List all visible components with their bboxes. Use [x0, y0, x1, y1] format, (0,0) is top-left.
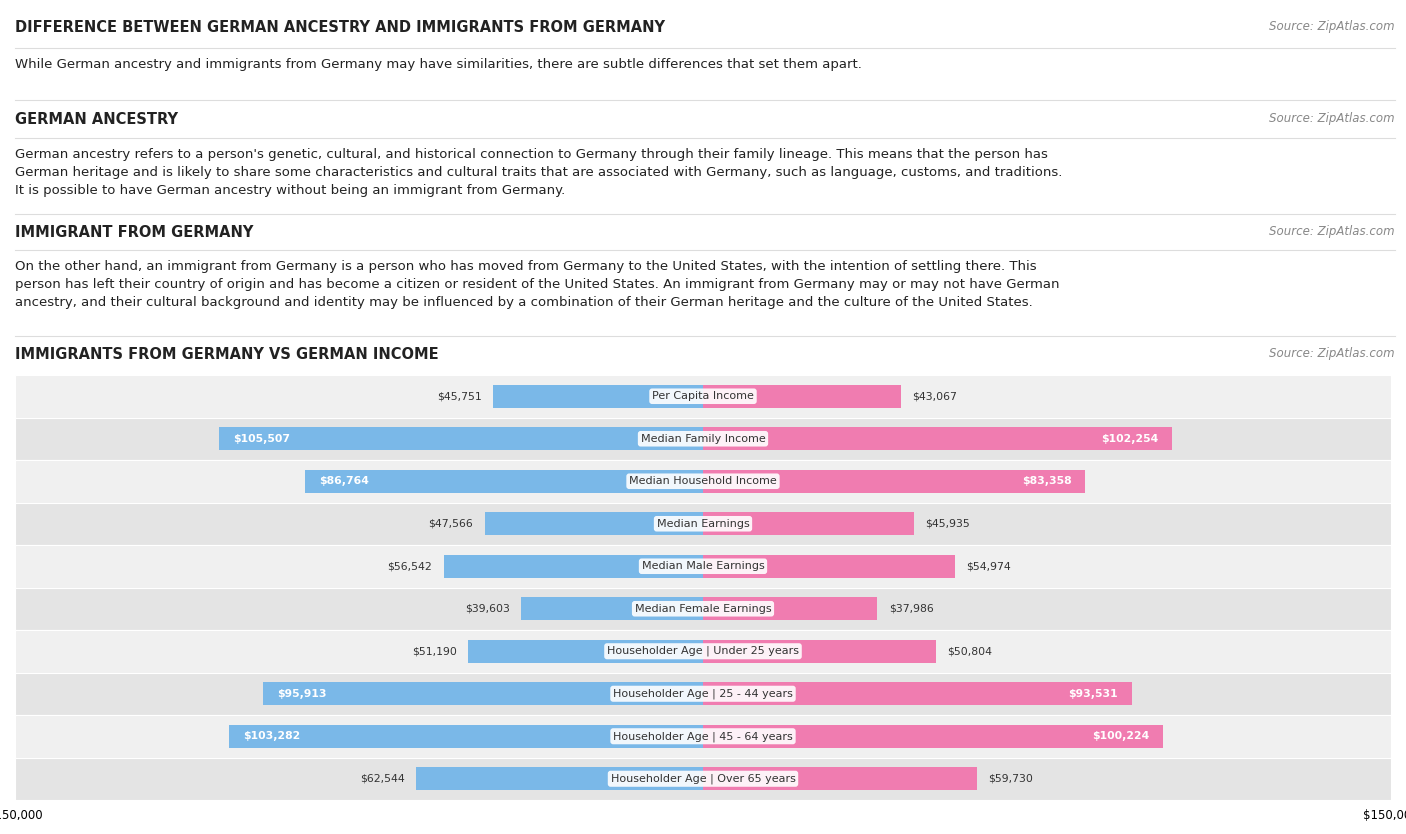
Bar [15, 375, 1391, 418]
Bar [229, 725, 703, 748]
Bar [15, 587, 1391, 630]
Text: $93,531: $93,531 [1069, 689, 1118, 699]
Bar [15, 715, 1391, 757]
Text: Median Male Earnings: Median Male Earnings [641, 561, 765, 571]
Text: $54,974: $54,974 [966, 561, 1011, 571]
Text: $62,544: $62,544 [360, 774, 405, 784]
Bar [703, 427, 1173, 450]
Text: Source: ZipAtlas.com: Source: ZipAtlas.com [1270, 347, 1395, 360]
Text: IMMIGRANT FROM GERMANY: IMMIGRANT FROM GERMANY [15, 225, 253, 240]
Text: On the other hand, an immigrant from Germany is a person who has moved from Germ: On the other hand, an immigrant from Ger… [15, 260, 1036, 273]
Text: Householder Age | 45 - 64 years: Householder Age | 45 - 64 years [613, 731, 793, 741]
Text: Median Family Income: Median Family Income [641, 434, 765, 444]
Text: Source: ZipAtlas.com: Source: ZipAtlas.com [1270, 112, 1395, 125]
Text: $43,067: $43,067 [912, 391, 957, 401]
Text: $105,507: $105,507 [233, 434, 290, 444]
Bar [703, 682, 1132, 706]
Text: DIFFERENCE BETWEEN GERMAN ANCESTRY AND IMMIGRANTS FROM GERMANY: DIFFERENCE BETWEEN GERMAN ANCESTRY AND I… [15, 20, 665, 35]
Text: Householder Age | Over 65 years: Householder Age | Over 65 years [610, 773, 796, 784]
Text: Householder Age | 25 - 44 years: Householder Age | 25 - 44 years [613, 689, 793, 699]
Text: $59,730: $59,730 [988, 774, 1033, 784]
Bar [15, 418, 1391, 460]
Text: Median Earnings: Median Earnings [657, 519, 749, 529]
Text: person has left their country of origin and has become a citizen or resident of : person has left their country of origin … [15, 278, 1060, 291]
Bar [305, 470, 703, 493]
Text: $50,804: $50,804 [948, 646, 993, 656]
Text: Source: ZipAtlas.com: Source: ZipAtlas.com [1270, 20, 1395, 33]
Bar [15, 460, 1391, 503]
Text: Per Capita Income: Per Capita Income [652, 391, 754, 401]
Text: Source: ZipAtlas.com: Source: ZipAtlas.com [1270, 225, 1395, 238]
Text: $51,190: $51,190 [412, 646, 457, 656]
Text: Median Household Income: Median Household Income [628, 476, 778, 486]
Text: $37,986: $37,986 [889, 604, 934, 614]
Bar [703, 597, 877, 620]
Text: IMMIGRANTS FROM GERMANY VS GERMAN INCOME: IMMIGRANTS FROM GERMANY VS GERMAN INCOME [15, 347, 439, 362]
Bar [703, 512, 914, 535]
Text: $83,358: $83,358 [1022, 476, 1071, 486]
Text: $95,913: $95,913 [277, 689, 326, 699]
Text: It is possible to have German ancestry without being an immigrant from Germany.: It is possible to have German ancestry w… [15, 184, 565, 197]
Text: While German ancestry and immigrants from Germany may have similarities, there a: While German ancestry and immigrants fro… [15, 58, 862, 71]
Text: GERMAN ANCESTRY: GERMAN ANCESTRY [15, 112, 179, 127]
Bar [15, 672, 1391, 715]
Bar [522, 597, 703, 620]
Text: $39,603: $39,603 [465, 604, 510, 614]
Bar [263, 682, 703, 706]
Bar [15, 630, 1391, 672]
Bar [485, 512, 703, 535]
Text: ancestry, and their cultural background and identity may be influenced by a comb: ancestry, and their cultural background … [15, 296, 1033, 309]
Bar [416, 767, 703, 791]
Bar [15, 503, 1391, 545]
Text: German ancestry refers to a person's genetic, cultural, and historical connectio: German ancestry refers to a person's gen… [15, 148, 1047, 161]
Bar [703, 470, 1085, 493]
Text: $47,566: $47,566 [429, 519, 474, 529]
Bar [703, 640, 936, 663]
Text: German heritage and is likely to share some characteristics and cultural traits : German heritage and is likely to share s… [15, 166, 1063, 179]
Text: $56,542: $56,542 [388, 561, 432, 571]
Text: Householder Age | Under 25 years: Householder Age | Under 25 years [607, 646, 799, 656]
Bar [703, 555, 955, 578]
Bar [15, 757, 1391, 800]
Text: $45,935: $45,935 [925, 519, 970, 529]
Bar [468, 640, 703, 663]
Text: Median Female Earnings: Median Female Earnings [634, 604, 772, 614]
Bar [219, 427, 703, 450]
Bar [703, 384, 900, 408]
Text: $86,764: $86,764 [319, 476, 368, 486]
Text: $102,254: $102,254 [1101, 434, 1159, 444]
Bar [15, 545, 1391, 587]
Text: $45,751: $45,751 [437, 391, 482, 401]
Text: $103,282: $103,282 [243, 731, 301, 741]
Bar [494, 384, 703, 408]
Text: $100,224: $100,224 [1091, 731, 1149, 741]
Bar [703, 725, 1163, 748]
Bar [444, 555, 703, 578]
Bar [703, 767, 977, 791]
